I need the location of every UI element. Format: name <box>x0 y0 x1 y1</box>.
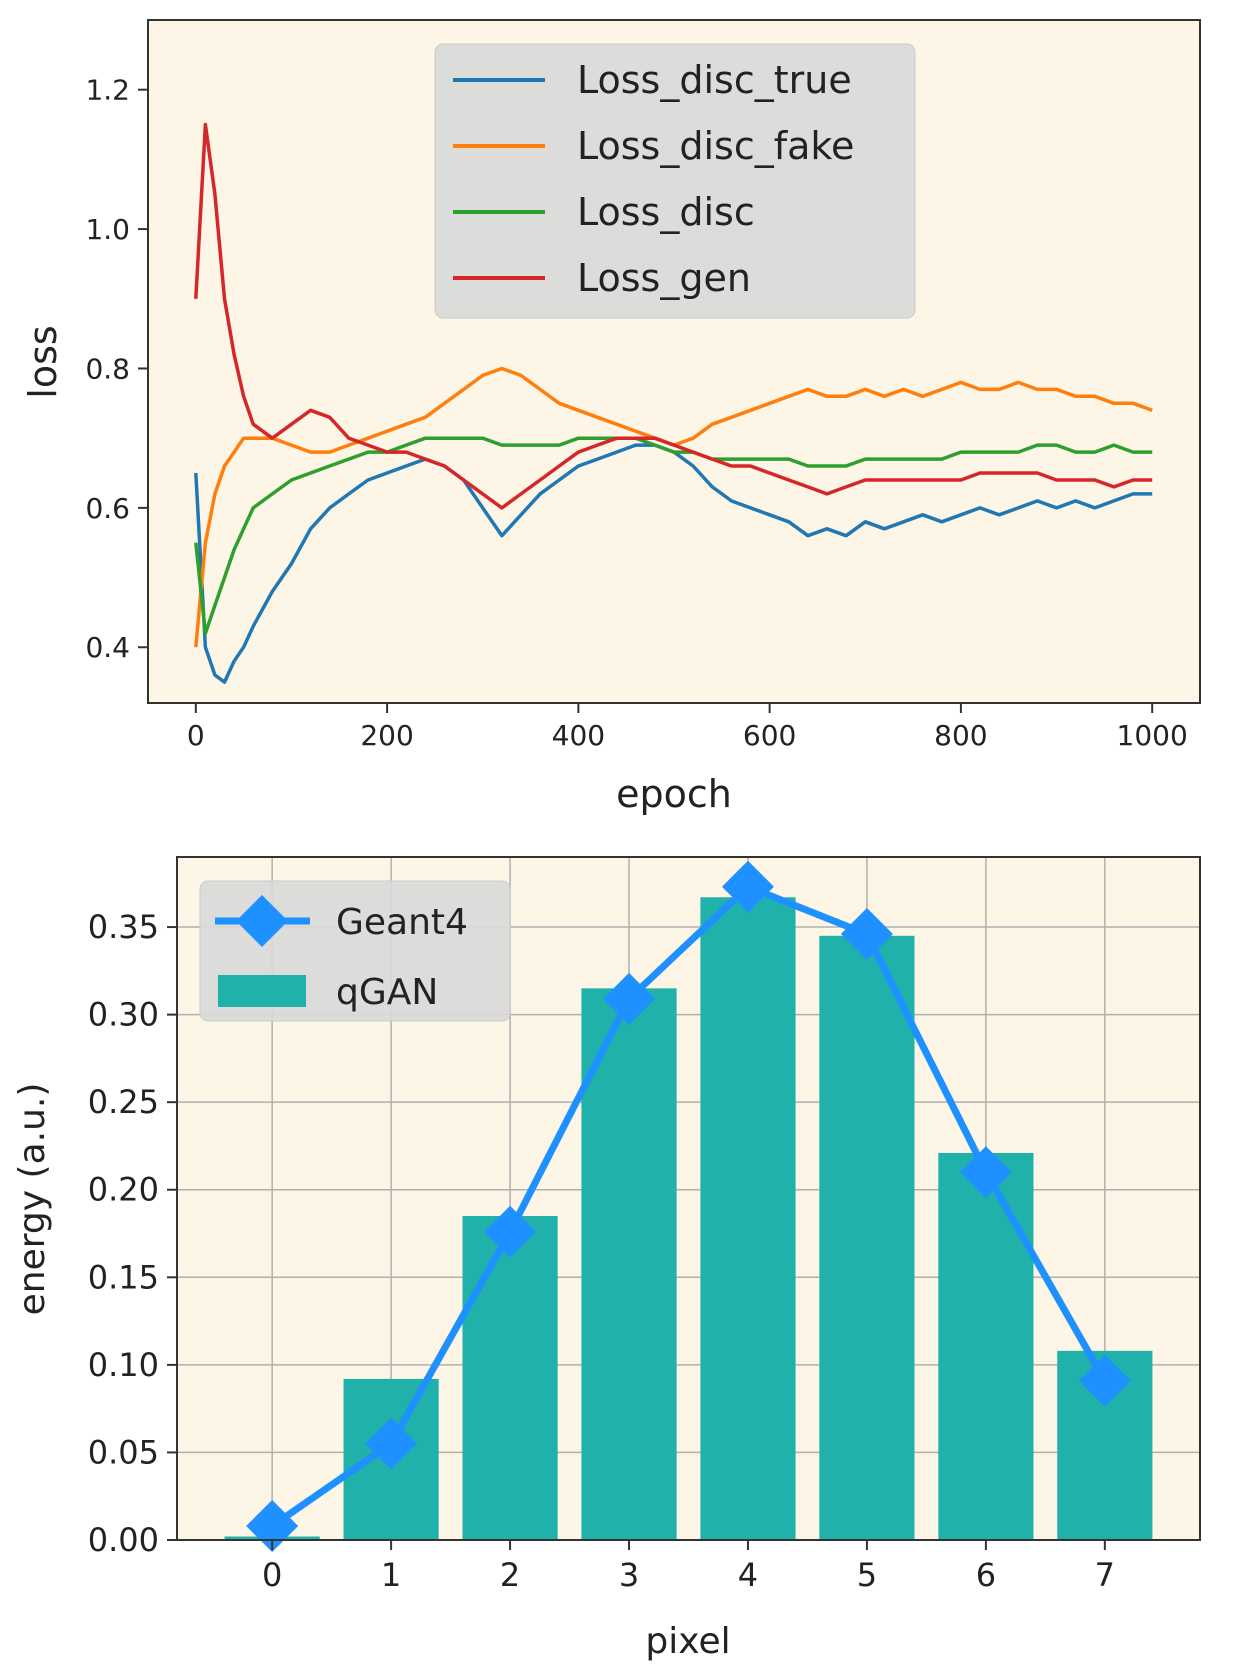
geant4-marker <box>603 972 656 1025</box>
legend-marker-geant4 <box>236 895 288 947</box>
legend-label-qgan: qGAN <box>336 972 438 1013</box>
legend-label-geant4: Geant4 <box>336 902 468 943</box>
loss-legend: Loss_disc_true Loss_disc_fake Loss_disc … <box>434 43 916 319</box>
geant4-marker <box>721 860 774 913</box>
loss-legend-box <box>434 43 916 319</box>
loss-y-tick-label: 1.2 <box>85 74 130 107</box>
energy-y-tick-label: 0.25 <box>88 1083 159 1121</box>
energy-y-tick-label: 0.15 <box>88 1258 159 1296</box>
energy-y-axis-label: energy (a.u.) <box>12 1083 53 1316</box>
energy-x-tick-label: 5 <box>857 1556 877 1594</box>
loss-x-tick-label: 200 <box>360 719 413 752</box>
energy-x-tick-label: 3 <box>619 1556 639 1594</box>
energy-y-tick-label: 0.20 <box>88 1171 159 1209</box>
loss-plot-frame <box>147 19 1201 704</box>
geant4-marker <box>1078 1354 1131 1407</box>
energy-plot-frame <box>176 856 1201 1541</box>
energy-y-tick-label: 0.30 <box>88 996 159 1034</box>
qgan-bar <box>581 988 677 1540</box>
legend-label-loss-disc-fake: Loss_disc_fake <box>577 124 854 168</box>
energy-bars-group <box>224 897 1153 1540</box>
energy-x-tick-label: 0 <box>262 1556 282 1594</box>
loss-series-group <box>194 122 1153 684</box>
series-line-loss-disc-fake <box>194 366 1153 648</box>
energy-y-tick-label: 0.35 <box>88 908 159 946</box>
energy-y-tick-label: 0.05 <box>88 1433 159 1471</box>
series-line-loss-disc-true <box>194 443 1153 684</box>
legend-label-loss-disc-true: Loss_disc_true <box>577 58 852 102</box>
series-line-loss-disc <box>194 436 1153 636</box>
series-line-loss-gen <box>194 122 1153 510</box>
geant4-marker <box>484 1205 537 1258</box>
energy-y-tick-label: 0.00 <box>88 1521 159 1559</box>
qgan-bar <box>819 935 915 1540</box>
loss-x-tick-label: 600 <box>743 719 796 752</box>
loss-chart: 0 200 400 600 800 1000 0.4 0.6 0.8 1.0 1.2 epoch l… <box>21 19 1201 816</box>
loss-y-tick-label: 0.8 <box>85 352 130 385</box>
loss-axis-ticks: 0 200 400 600 800 1000 0.4 0.6 0.8 1.0 1.2 <box>85 74 1187 752</box>
energy-x-axis-label: pixel <box>645 1621 730 1662</box>
energy-y-tick-label: 0.10 <box>88 1346 159 1384</box>
loss-x-tick-label: 1000 <box>1117 719 1188 752</box>
qgan-bar <box>462 1216 558 1540</box>
energy-x-tick-label: 6 <box>976 1556 996 1594</box>
loss-x-axis-label: epoch <box>616 772 732 816</box>
geant4-marker <box>959 1146 1012 1199</box>
geant4-line <box>270 883 1108 1529</box>
qgan-bar <box>700 897 796 1540</box>
energy-x-tick-label: 2 <box>500 1556 520 1594</box>
energy-x-tick-label: 1 <box>381 1556 401 1594</box>
loss-y-tick-label: 1.0 <box>85 213 130 246</box>
energy-x-tick-label: 4 <box>738 1556 758 1594</box>
energy-axis-ticks: 0 1 2 3 4 5 6 7 0.00 0.05 0.10 0.15 0.20 0.25 0.30 0.35 <box>88 908 1115 1594</box>
loss-y-axis-label: loss <box>21 325 65 398</box>
energy-line-group <box>246 860 1131 1552</box>
energy-legend: Geant4 qGAN <box>199 880 511 1022</box>
loss-x-tick-label: 0 <box>187 719 205 752</box>
qgan-bar <box>938 1152 1034 1540</box>
loss-x-tick-label: 400 <box>552 719 605 752</box>
loss-x-tick-label: 800 <box>934 719 987 752</box>
loss-y-tick-label: 0.6 <box>85 492 130 525</box>
energy-chart: 0 1 2 3 4 5 6 7 0.00 0.05 0.10 0.15 0.20 0.25 0.30 0.35… <box>12 856 1201 1662</box>
geant4-marker <box>840 908 893 961</box>
energy-x-tick-label: 7 <box>1095 1556 1115 1594</box>
legend-label-loss-gen: Loss_gen <box>577 256 751 300</box>
geant4-marker <box>246 1499 299 1552</box>
legend-swatch-qgan <box>218 975 306 1007</box>
legend-label-loss-disc: Loss_disc <box>577 190 755 234</box>
loss-y-tick-label: 0.4 <box>85 631 130 664</box>
geant4-marker <box>365 1417 418 1470</box>
